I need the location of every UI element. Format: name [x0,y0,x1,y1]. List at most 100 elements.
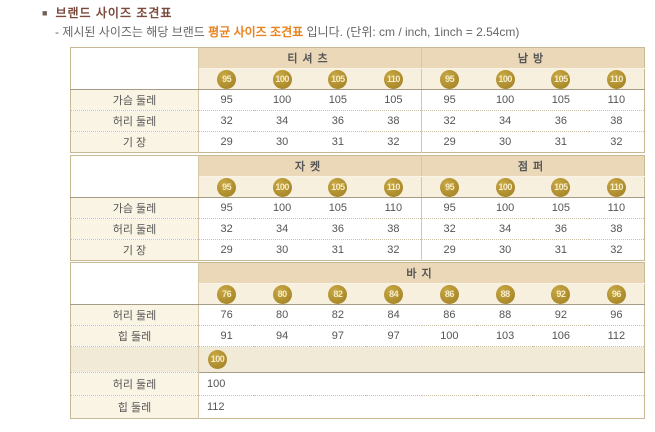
data-cell: 105 [365,89,422,111]
data-cell: 38 [365,218,422,240]
size-badge-cell: 110 [588,176,645,198]
data-cell: 38 [588,110,645,132]
size-badge-cell: 105 [533,68,589,90]
table-header-row: 자켓 점퍼 [70,155,645,198]
size-badge-cell: 110 [588,68,645,90]
data-cell: 32 [198,218,255,240]
data-cell: 112 [588,325,645,347]
data-cell: 95 [198,197,255,219]
data-cell: 106 [533,325,589,347]
size-badge: 95 [440,177,460,197]
data-cell: 88 [477,304,533,326]
data-cell: 105 [533,89,589,111]
data-cell: 100 [198,372,645,396]
page-subtitle: - 제시된 사이즈는 해당 브랜드 평균 사이즈 조견표 입니다. (단위: c… [55,23,519,40]
size-badge-cell: 95 [198,68,255,90]
data-cell: 34 [477,218,533,240]
data-cell: 32 [421,218,478,240]
size-badge: 95 [440,69,460,89]
size-badge: 82 [328,284,348,304]
size-badge: 105 [328,177,348,197]
data-cell: 32 [365,239,422,261]
data-cell: 34 [254,218,310,240]
size-badge: 110 [383,177,403,197]
size-badge: 110 [606,69,626,89]
data-cell: 36 [310,110,366,132]
size-badge: 100 [272,69,292,89]
table-corner-cell [70,47,199,90]
page-title-text: 브랜드 사이즈 조견표 [55,6,173,20]
data-cell: 30 [477,131,533,153]
size-badge-cell: 84 [365,283,422,305]
row-label: 허리 둘레 [70,372,199,396]
data-cell: 29 [198,131,255,153]
data-cell: 30 [254,131,310,153]
size-badge-cell: 76 [198,283,255,305]
data-cell: 110 [365,197,422,219]
size-badge-cell: 105 [310,176,366,198]
size-badge-cell: 88 [477,283,533,305]
data-cell: 80 [254,304,310,326]
size-table: 자켓 점퍼 95 100 105 110 95 100 105 110 가슴 둘레 95 100 105 1… [70,155,645,261]
data-cell: 96 [588,304,645,326]
data-cell: 105 [310,89,366,111]
data-cell: 110 [588,89,645,111]
size-badge-cell: 82 [310,283,366,305]
data-cell: 97 [310,325,366,347]
data-cell: 29 [421,131,478,153]
size-badge: 88 [495,284,515,304]
size-badge: 80 [272,284,292,304]
size-badge-cell: 110 [365,68,422,90]
data-cell: 36 [533,110,589,132]
size-badge: 92 [551,284,571,304]
row-label: 기 장 [70,239,199,261]
row-label: 가슴 둘레 [70,89,199,111]
table-corner-cell [70,155,199,198]
data-cell: 30 [477,239,533,261]
square-bullet-icon: ■ [42,8,49,18]
subtitle-suffix: 입니다. (단위: cm / inch, 1inch = 2.54cm) [303,25,520,39]
table-header-row: 티셔츠 남방 [70,47,645,90]
merge-badge-cell: 100 [198,346,645,373]
row-label: 허리 둘레 [70,218,199,240]
subtitle-prefix: - 제시된 사이즈는 해당 브랜드 [55,25,209,39]
measurement-row: 힙 둘레 112 [70,395,645,419]
size-badge: 95 [217,69,237,89]
size-badge: 76 [217,284,237,304]
size-badge-cell: 100 [254,68,310,90]
measurement-row: 허리 둘레 100 [70,372,645,396]
size-badge: 105 [551,69,571,89]
data-cell: 91 [198,325,255,347]
size-badge-cell: 100 [254,176,310,198]
data-cell: 95 [421,197,478,219]
data-cell: 38 [365,110,422,132]
size-badge: 105 [328,69,348,89]
size-badge-cell: 105 [533,176,589,198]
data-cell: 36 [310,218,366,240]
data-cell: 95 [421,89,478,111]
data-cell: 29 [421,239,478,261]
data-cell: 94 [254,325,310,347]
data-cell: 32 [588,239,645,261]
data-cell: 95 [198,89,255,111]
measurement-row: 허리 둘레 32 34 36 38 32 34 36 38 [70,218,645,240]
measurement-row: 허리 둘레 32 34 36 38 32 34 36 38 [70,110,645,132]
size-badge-cell: 100 [477,176,533,198]
row-label: 허리 둘레 [70,304,199,326]
measurement-row: 허리 둘레 76 80 82 84 86 88 92 96 [70,304,645,326]
row-label: 기 장 [70,131,199,153]
data-cell: 100 [421,325,478,347]
row-label: 힙 둘레 [70,395,199,419]
size-badge-cell: 95 [421,176,478,198]
size-badge-cell: 100 [477,68,533,90]
data-cell: 100 [477,197,533,219]
size-badge: 110 [383,69,403,89]
size-badge-row: 95 100 105 110 95 100 105 110 [71,68,645,90]
row-label: 허리 둘레 [70,110,199,132]
data-cell: 97 [365,325,422,347]
size-badge-cell: 110 [365,176,422,198]
size-badge: 100 [495,69,515,89]
data-cell: 110 [588,197,645,219]
size-badge-cell: 95 [421,68,478,90]
garment-group-header: 자켓 [198,155,422,177]
